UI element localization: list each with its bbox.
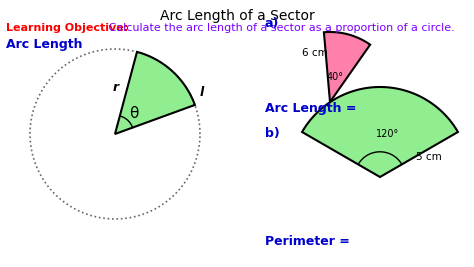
Text: r: r <box>113 81 119 94</box>
Text: 40°: 40° <box>327 72 344 82</box>
Text: θ: θ <box>128 107 138 121</box>
Text: l: l <box>200 86 204 99</box>
Text: b): b) <box>265 127 280 140</box>
Polygon shape <box>324 32 370 102</box>
Polygon shape <box>302 87 458 177</box>
Text: 6 cm: 6 cm <box>302 48 328 58</box>
Text: Arc Length =: Arc Length = <box>265 102 356 115</box>
Text: Learning Objective:: Learning Objective: <box>6 23 128 33</box>
Text: Calculate the arc length of a sector as a proportion of a circle.: Calculate the arc length of a sector as … <box>105 23 455 33</box>
Text: Arc Length: Arc Length <box>6 38 82 51</box>
Text: 5 cm: 5 cm <box>416 152 442 162</box>
Text: a): a) <box>265 17 279 30</box>
Text: 120°: 120° <box>376 129 400 139</box>
Text: Perimeter =: Perimeter = <box>265 235 350 248</box>
Text: Arc Length of a Sector: Arc Length of a Sector <box>160 9 314 23</box>
Polygon shape <box>115 52 195 134</box>
